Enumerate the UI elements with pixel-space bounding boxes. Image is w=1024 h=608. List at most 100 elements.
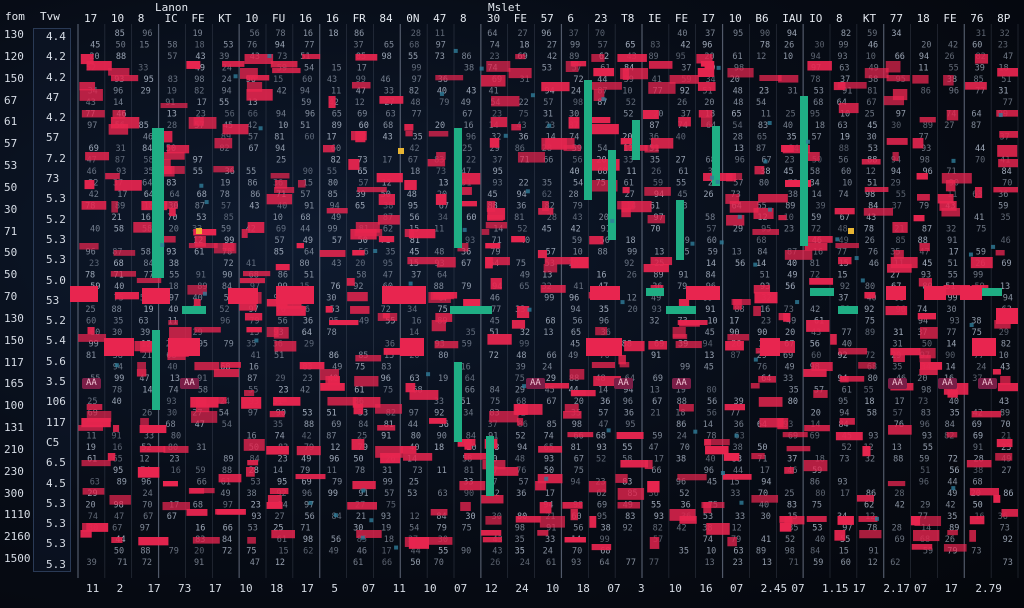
grid-digit: 55 <box>219 98 229 108</box>
grid-digit: 69 <box>973 432 983 442</box>
grid-digit: 33 <box>384 87 394 97</box>
heatmap-cell <box>136 278 162 284</box>
heatmap-cell <box>213 166 234 173</box>
column-label: 0N <box>406 12 420 25</box>
grid-digit: 78 <box>864 225 874 235</box>
heatmap-band <box>924 286 946 300</box>
minor-cell <box>739 500 744 505</box>
heatmap-cell <box>134 341 155 352</box>
panel-label: 5.4 <box>46 334 66 348</box>
grid-digit: 97 <box>87 121 97 131</box>
heatmap-cell <box>458 173 481 185</box>
grid-digit: 96 <box>702 41 712 51</box>
grid-digit: 54 <box>573 179 583 189</box>
gold-cell <box>848 228 854 234</box>
grid-digit: 13 <box>543 328 553 338</box>
grid-digit: 70 <box>142 501 152 511</box>
heatmap-cell <box>595 327 608 336</box>
heatmap-cell <box>351 82 371 89</box>
grid-digit: 93 <box>465 236 475 246</box>
heatmap-band <box>972 338 996 356</box>
heatmap-cell <box>217 509 246 515</box>
heatmap-cell <box>590 159 620 171</box>
grid-digit: 59 <box>813 558 823 568</box>
grid-digit: 79 <box>169 547 179 557</box>
column-label: 10 <box>110 12 125 25</box>
teal-marker <box>646 288 664 296</box>
grid-digit: 18 <box>410 167 420 177</box>
heatmap-cell <box>543 264 558 273</box>
heatmap-cell <box>535 481 547 491</box>
grid-digit: 24 <box>222 64 232 74</box>
grid-digit: 45 <box>783 167 793 177</box>
heatmap-cell <box>811 362 833 372</box>
heatmap-cell <box>487 208 506 220</box>
heatmap-cell <box>704 61 715 70</box>
grid-digit: 10 <box>842 179 852 189</box>
grid-digit: 55 <box>622 443 632 453</box>
panel-label: 5.3 <box>46 232 66 246</box>
column-label: 18 <box>916 12 930 25</box>
heatmap-cell <box>270 173 290 179</box>
heatmap-cell <box>511 320 526 329</box>
grid-digit: 46 <box>868 41 878 51</box>
heatmap-cell <box>563 145 581 152</box>
grid-digit: 50 <box>358 236 368 246</box>
grid-digit: 54 <box>597 144 607 154</box>
grid-digit: 52 <box>626 98 636 108</box>
grid-digit: 42 <box>810 305 820 315</box>
column-label: 77 <box>889 12 903 25</box>
grid-digit: 46 <box>869 259 879 269</box>
grid-digit: 91 <box>358 489 368 499</box>
heatmap-cell <box>784 516 805 525</box>
panel-label: 5.6 <box>46 354 66 368</box>
grid-digit: 91 <box>601 225 611 235</box>
heatmap-cell <box>537 250 547 259</box>
grid-digit: 21 <box>1001 432 1011 442</box>
grid-digit: 30 <box>353 524 363 534</box>
grid-digit: 92 <box>840 282 850 292</box>
grid-digit: 63 <box>386 110 396 120</box>
grid-digit: 29 <box>275 374 285 384</box>
grid-digit: 31 <box>998 87 1008 97</box>
grid-digit: 69 <box>653 374 663 384</box>
grid-digit: 38 <box>246 489 256 499</box>
grid-digit: 68 <box>383 121 393 131</box>
grid-digit: 42 <box>895 501 905 511</box>
heatmap-cell <box>890 257 918 269</box>
grid-digit: 86 <box>866 489 876 499</box>
heatmap-cell <box>267 495 282 504</box>
column-label: 23 <box>594 12 608 25</box>
grid-digit: 28 <box>733 133 743 143</box>
grid-digit: 69 <box>783 351 793 361</box>
grid-digit: 98 <box>573 98 583 108</box>
grid-digit: 47 <box>919 248 929 258</box>
grid-digit: 23 <box>784 225 794 235</box>
heatmap-cell <box>108 68 130 76</box>
grid-digit: 29 <box>920 501 930 511</box>
heatmap-cell <box>725 341 744 351</box>
grid-digit: 17 <box>729 317 739 327</box>
grid-digit: 75 <box>355 363 365 373</box>
grid-digit: 40 <box>112 397 122 407</box>
grid-digit: 75 <box>972 328 982 338</box>
panel-label: 7.2 <box>46 151 66 165</box>
grid-digit: 63 <box>735 432 745 442</box>
heatmap-cell <box>133 222 152 233</box>
grid-digit: 35 <box>113 317 123 327</box>
grid-digit: 56 <box>707 397 717 407</box>
heatmap-cell <box>81 110 105 118</box>
grid-digit: 42 <box>277 87 287 97</box>
grid-digit: 16 <box>813 248 823 258</box>
grid-digit: 13 <box>167 110 177 120</box>
grid-digit: 52 <box>517 225 527 235</box>
heatmap-cell <box>562 502 583 509</box>
heatmap-cell <box>679 516 697 524</box>
heatmap-cell <box>243 271 271 277</box>
heatmap-band <box>886 286 906 300</box>
heatmap-band <box>996 308 1018 324</box>
heatmap-cell <box>192 537 220 544</box>
grid-digit: 13 <box>731 248 741 258</box>
grid-digit: 18 <box>434 443 444 453</box>
grid-digit: 79 <box>461 282 471 292</box>
